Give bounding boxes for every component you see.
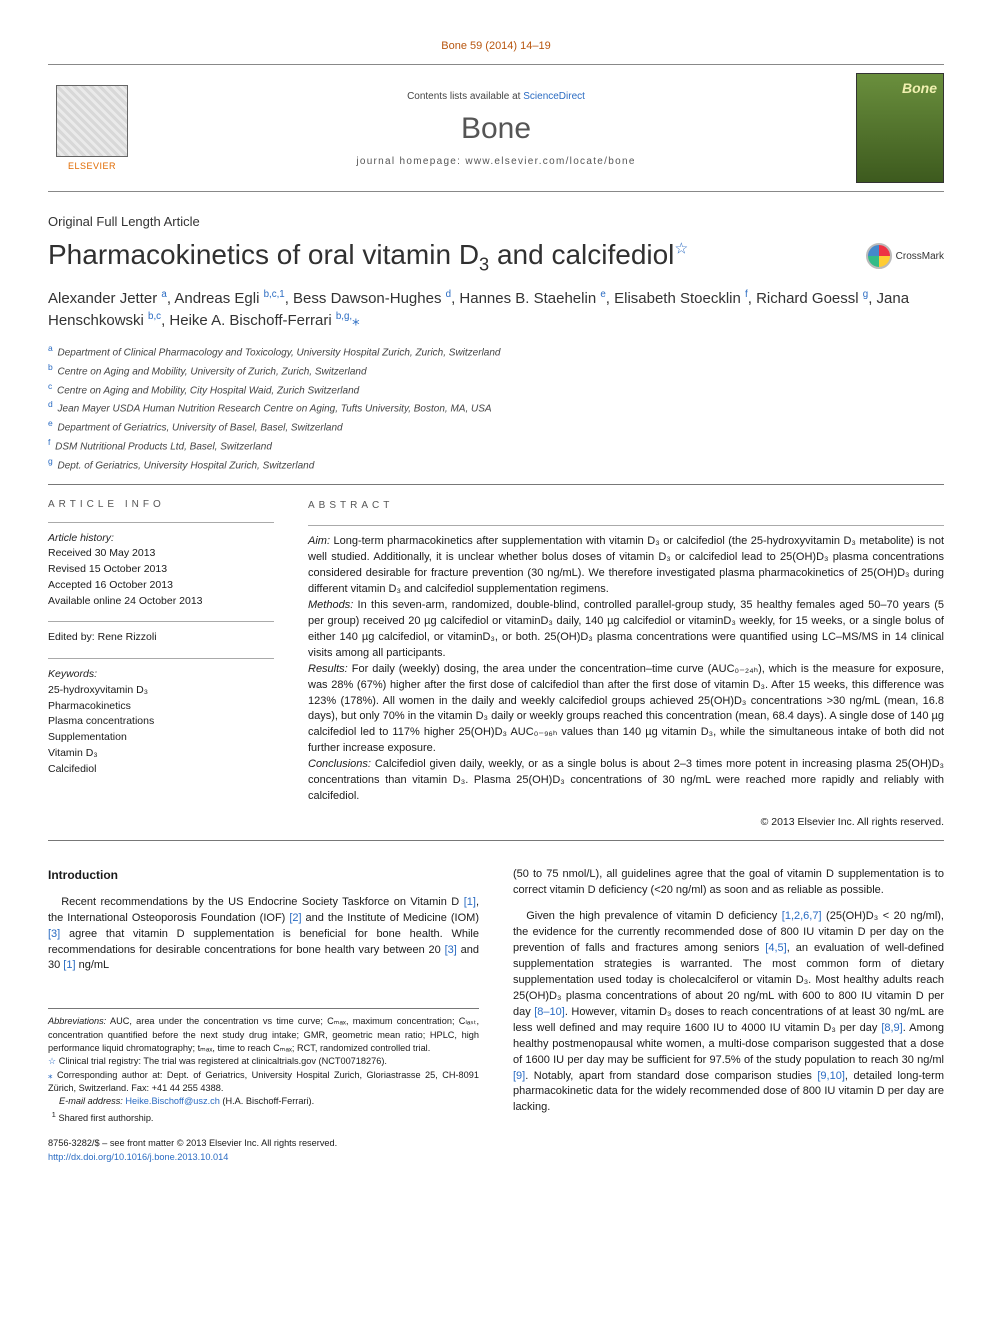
abbreviations: Abbreviations: AUC, area under the conce…	[48, 1015, 479, 1055]
affiliation-item: g Dept. of Geriatrics, University Hospit…	[48, 455, 944, 474]
intro-paragraph-cont: (50 to 75 nmol/L), all guidelines agree …	[513, 867, 944, 899]
affiliation-list: a Department of Clinical Pharmacology an…	[48, 342, 944, 474]
cover-label: Bone	[902, 80, 937, 96]
elsevier-logo: ELSEVIER	[48, 78, 136, 178]
corresponding-email[interactable]: Heike.Bischoff@usz.ch	[125, 1096, 219, 1106]
crossmark-icon	[866, 243, 892, 269]
elsevier-label: ELSEVIER	[68, 161, 116, 171]
abstract-section: Methods: In this seven-arm, randomized, …	[308, 598, 944, 662]
email-line: E-mail address: Heike.Bischoff@usz.ch (H…	[48, 1095, 479, 1108]
shared-authorship-note: 1 Shared first authorship.	[48, 1109, 479, 1125]
separator-rule-2	[48, 840, 944, 841]
author-list: Alexander Jetter a, Andreas Egli b,c,1, …	[48, 288, 944, 332]
crossmark-badge[interactable]: CrossMark	[866, 243, 944, 269]
affiliation-item: c Centre on Aging and Mobility, City Hos…	[48, 380, 944, 399]
affiliation-item: a Department of Clinical Pharmacology an…	[48, 342, 944, 361]
journal-homepage[interactable]: journal homepage: www.elsevier.com/locat…	[150, 156, 842, 167]
journal-header: ELSEVIER Contents lists available at Sci…	[48, 64, 944, 192]
front-matter: 8756-3282/$ – see front matter © 2013 El…	[48, 1137, 479, 1164]
contents-prefix: Contents lists available at	[407, 91, 523, 102]
sciencedirect-link[interactable]: ScienceDirect	[523, 91, 585, 102]
body-column-left: Introduction Recent recommendations by t…	[48, 867, 479, 1164]
abbrev-label: Abbreviations:	[48, 1016, 106, 1026]
introduction-heading: Introduction	[48, 867, 479, 884]
abstract-copyright: © 2013 Elsevier Inc. All rights reserved…	[308, 815, 944, 830]
keywords-label: Keywords:	[48, 668, 97, 680]
title-footnote-star: ☆	[674, 241, 688, 258]
email-name: (H.A. Bischoff-Ferrari).	[222, 1096, 314, 1106]
crossmark-label: CrossMark	[896, 251, 944, 262]
intro-paragraph-1: Recent recommendations by the US Endocri…	[48, 895, 479, 975]
abstract-heading: ABSTRACT	[308, 499, 944, 514]
history-line: Received 30 May 2013	[48, 547, 155, 559]
keyword: Vitamin D₃	[48, 747, 98, 759]
elsevier-tree-icon	[56, 85, 128, 157]
keyword: 25-hydroxyvitamin D₃	[48, 684, 148, 696]
article-history-label: Article history:	[48, 532, 114, 544]
history-line: Revised 15 October 2013	[48, 563, 167, 575]
history-line: Available online 24 October 2013	[48, 595, 203, 607]
journal-cover-thumbnail: Bone	[856, 73, 944, 183]
keyword: Pharmacokinetics	[48, 700, 131, 712]
front-matter-line: 8756-3282/$ – see front matter © 2013 El…	[48, 1137, 479, 1150]
corresponding-author-note: Corresponding author at: Dept. of Geriat…	[48, 1069, 479, 1096]
affiliation-item: f DSM Nutritional Products Ltd, Basel, S…	[48, 436, 944, 455]
body-column-right: (50 to 75 nmol/L), all guidelines agree …	[513, 867, 944, 1164]
abstract-section: Aim: Long-term pharmacokinetics after su…	[308, 534, 944, 598]
article-info-heading: ARTICLE INFO	[48, 499, 274, 510]
contents-available-line: Contents lists available at ScienceDirec…	[150, 91, 842, 102]
keyword: Plasma concentrations	[48, 715, 154, 727]
abbrev-text: AUC, area under the concentration vs tim…	[48, 1016, 479, 1053]
article-history-lines: Received 30 May 2013 Revised 15 October 2…	[48, 547, 203, 606]
keywords-list: 25-hydroxyvitamin D₃ Pharmacokinetics Plas…	[48, 684, 154, 775]
doi-link[interactable]: http://dx.doi.org/10.1016/j.bone.2013.10…	[48, 1152, 228, 1162]
article-type: Original Full Length Article	[48, 214, 944, 229]
affiliation-item: e Department of Geriatrics, University o…	[48, 417, 944, 436]
trial-registry-note: Clinical trial registry: The trial was r…	[48, 1055, 479, 1068]
separator-rule	[48, 484, 944, 485]
article-info-column: ARTICLE INFO Article history: Received 3…	[48, 499, 274, 831]
edited-by: Edited by: Rene Rizzoli	[48, 631, 157, 643]
affiliation-item: d Jean Mayer USDA Human Nutrition Resear…	[48, 398, 944, 417]
journal-reference: Bone 59 (2014) 14–19	[48, 40, 944, 52]
intro-paragraph-2: Given the high prevalence of vitamin D d…	[513, 909, 944, 1116]
history-line: Accepted 16 October 2013	[48, 579, 173, 591]
affiliation-item: b Centre on Aging and Mobility, Universi…	[48, 361, 944, 380]
abstract-section: Conclusions: Calcifediol given daily, we…	[308, 757, 944, 805]
journal-name: Bone	[150, 112, 842, 146]
abstract-body: Aim: Long-term pharmacokinetics after su…	[308, 525, 944, 805]
keyword: Calcifediol	[48, 763, 96, 775]
title-text: Pharmacokinetics of oral vitamin D3 and …	[48, 239, 674, 270]
keyword: Supplementation	[48, 731, 127, 743]
abstract-column: ABSTRACT Aim: Long-term pharmacokinetics…	[308, 499, 944, 831]
email-label: E-mail address:	[59, 1096, 123, 1106]
footnotes-block: Abbreviations: AUC, area under the conce…	[48, 1008, 479, 1125]
article-title: Pharmacokinetics of oral vitamin D3 and …	[48, 237, 688, 276]
abstract-section: Results: For daily (weekly) dosing, the …	[308, 662, 944, 758]
